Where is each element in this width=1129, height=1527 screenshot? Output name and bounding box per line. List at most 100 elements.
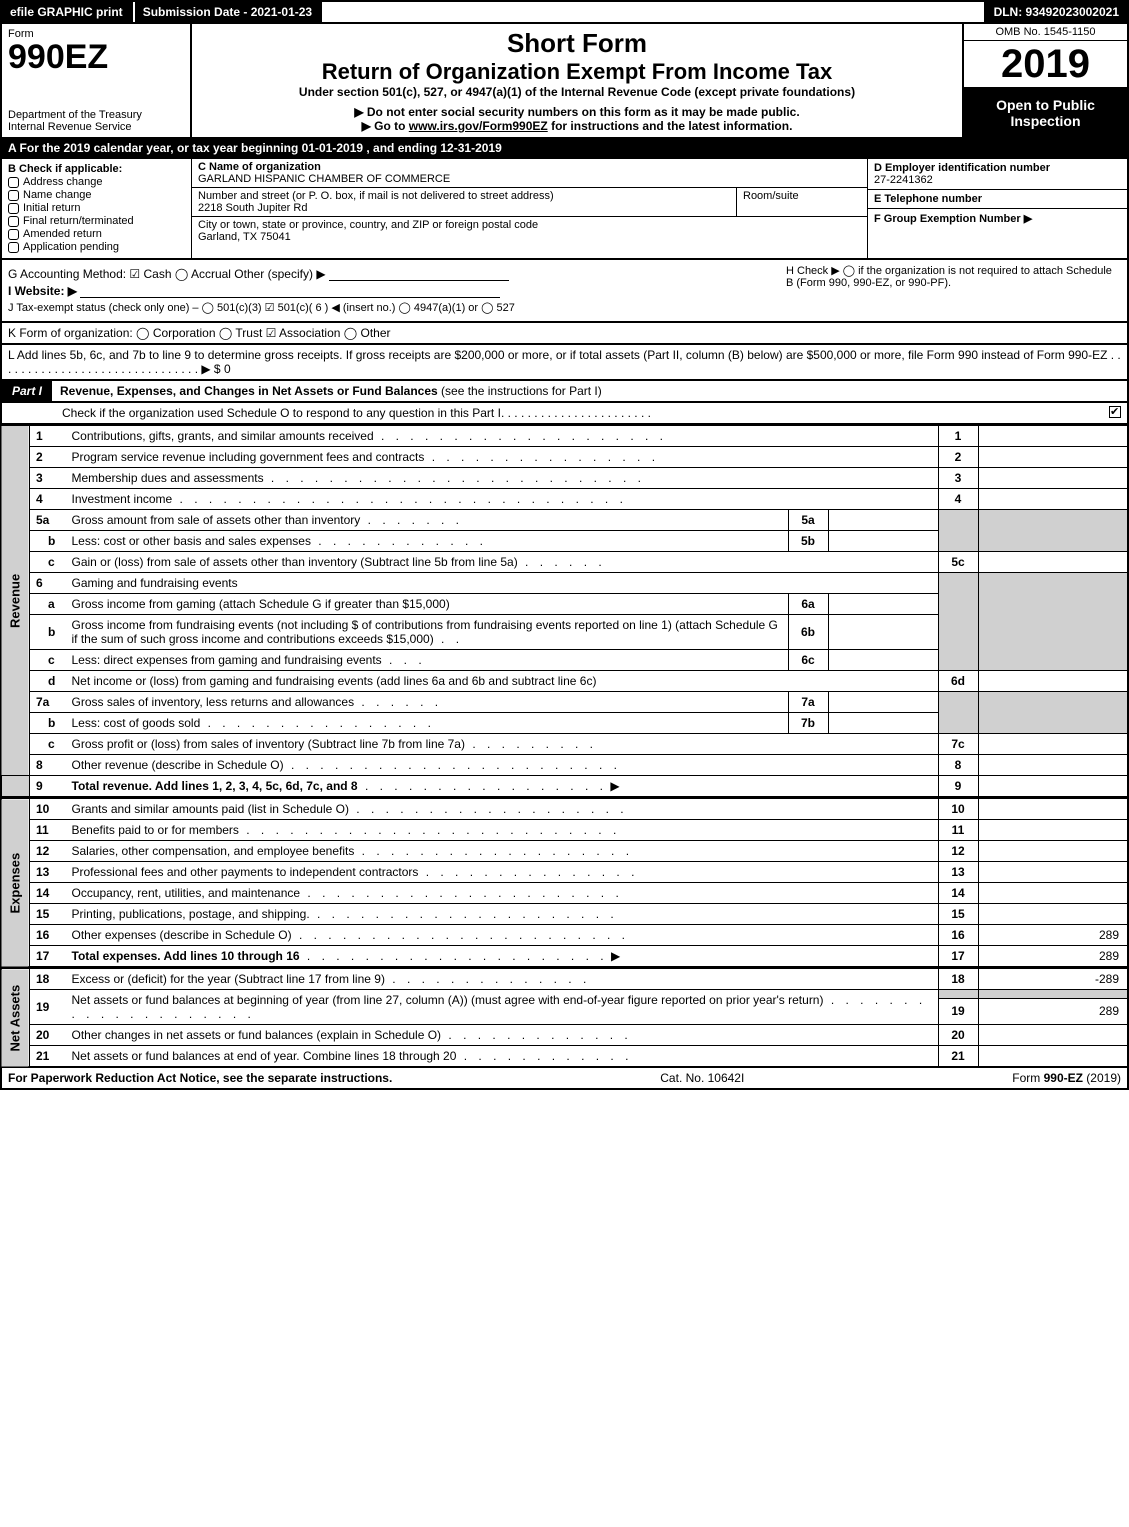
ln-desc: Gross income from fundraising events (no… <box>66 615 789 650</box>
table-row: Expenses 10 Grants and similar amounts p… <box>1 799 1128 820</box>
r-val[interactable] <box>978 862 1128 883</box>
ln-no: 19 <box>30 990 66 1025</box>
row-j-tax-exempt: J Tax-exempt status (check only one) – ◯… <box>8 301 1121 314</box>
grey-cell <box>938 510 978 552</box>
ln-text: Less: cost of goods sold <box>72 716 201 730</box>
r-val[interactable] <box>978 447 1128 468</box>
r-no: 7c <box>938 734 978 755</box>
mini-val[interactable] <box>828 692 938 713</box>
ln-no: c <box>30 734 66 755</box>
check-o-checkbox[interactable] <box>1109 406 1121 418</box>
ln-desc: Less: direct expenses from gaming and fu… <box>66 650 789 671</box>
r-no: 10 <box>938 799 978 820</box>
ein-block: D Employer identification number 27-2241… <box>868 159 1127 190</box>
ln-no: 21 <box>30 1046 66 1068</box>
org-name-value: GARLAND HISPANIC CHAMBER OF COMMERCE <box>198 173 450 185</box>
r-val[interactable]: 289 <box>978 998 1128 1024</box>
ln-desc: Net assets or fund balances at beginning… <box>66 990 939 1025</box>
table-row: 9 Total revenue. Add lines 1, 2, 3, 4, 5… <box>1 776 1128 798</box>
grey-cell <box>978 510 1128 552</box>
omb-number: OMB No. 1545-1150 <box>964 24 1127 41</box>
bubble-icon <box>8 229 19 240</box>
r-val[interactable]: -289 <box>978 969 1128 990</box>
mini-val[interactable] <box>828 713 938 734</box>
r-val[interactable] <box>978 468 1128 489</box>
ln-desc: Professional fees and other payments to … <box>66 862 939 883</box>
chk-application-pending[interactable]: Application pending <box>8 241 185 253</box>
r-val[interactable]: 289 <box>978 925 1128 946</box>
r-val[interactable] <box>978 1046 1128 1068</box>
table-row: 13 Professional fees and other payments … <box>1 862 1128 883</box>
r-val[interactable] <box>978 552 1128 573</box>
r-val[interactable] <box>978 904 1128 925</box>
table-row: 17 Total expenses. Add lines 10 through … <box>1 946 1128 968</box>
city-value: Garland, TX 75041 <box>198 231 291 243</box>
street-value: 2218 South Jupiter Rd <box>198 202 307 214</box>
ln-no: 5a <box>30 510 66 531</box>
revenue-table: Revenue 1 Contributions, gifts, grants, … <box>0 425 1129 798</box>
group-exemption-label: F Group Exemption Number ▶ <box>874 213 1032 225</box>
col-c-name-address: C Name of organization GARLAND HISPANIC … <box>192 159 867 258</box>
group-exemption-block: F Group Exemption Number ▶ <box>868 209 1127 258</box>
form-number: 990EZ <box>8 40 184 74</box>
table-row: 19 Net assets or fund balances at beginn… <box>1 990 1128 999</box>
ln-text: Net assets or fund balances at end of ye… <box>72 1049 457 1063</box>
ln-desc: Investment income . . . . . . . . . . . … <box>66 489 939 510</box>
table-row: 4 Investment income . . . . . . . . . . … <box>1 489 1128 510</box>
meta-block: H Check ▶ ◯ if the organization is not r… <box>0 260 1129 323</box>
ln-no: b <box>30 615 66 650</box>
phone-block: E Telephone number <box>868 190 1127 209</box>
r-val[interactable] <box>978 820 1128 841</box>
form-no-footer: Form 990-EZ (2019) <box>1012 1071 1121 1085</box>
table-row: 15 Printing, publications, postage, and … <box>1 904 1128 925</box>
r-val[interactable] <box>978 799 1128 820</box>
ln-desc: Total revenue. Add lines 1, 2, 3, 4, 5c,… <box>66 776 939 798</box>
table-row: 21 Net assets or fund balances at end of… <box>1 1046 1128 1068</box>
r-val[interactable] <box>978 755 1128 776</box>
table-row: c Gain or (loss) from sale of assets oth… <box>1 552 1128 573</box>
ln-no: 6 <box>30 573 66 594</box>
r-val[interactable]: 289 <box>978 946 1128 968</box>
row-l-gross-receipts: L Add lines 5b, 6c, and 7b to line 9 to … <box>0 345 1129 381</box>
website-blank[interactable] <box>80 286 500 298</box>
efile-print-button[interactable]: efile GRAPHIC print <box>2 2 133 22</box>
mini-val[interactable] <box>828 650 938 671</box>
mini-val[interactable] <box>828 531 938 552</box>
chk-name-change[interactable]: Name change <box>8 189 185 201</box>
r-val[interactable] <box>978 734 1128 755</box>
r-val[interactable] <box>978 489 1128 510</box>
page-footer: For Paperwork Reduction Act Notice, see … <box>0 1068 1129 1090</box>
phone-label: E Telephone number <box>874 193 982 205</box>
chk-amended-return[interactable]: Amended return <box>8 228 185 240</box>
table-row: 11 Benefits paid to or for members . . .… <box>1 820 1128 841</box>
r-val[interactable] <box>978 841 1128 862</box>
r-no: 12 <box>938 841 978 862</box>
goto-link[interactable]: www.irs.gov/Form990EZ <box>409 119 548 133</box>
chk-label: Application pending <box>23 241 119 253</box>
short-form-title: Short Form <box>200 28 954 59</box>
mini-val[interactable] <box>828 510 938 531</box>
mini-val[interactable] <box>828 615 938 650</box>
r-val[interactable] <box>978 883 1128 904</box>
chk-final-return[interactable]: Final return/terminated <box>8 215 185 227</box>
row-h-schedule-b: H Check ▶ ◯ if the organization is not r… <box>786 264 1121 289</box>
mini-val[interactable] <box>828 594 938 615</box>
part1-note: (see the instructions for Part I) <box>441 384 602 398</box>
r-val[interactable] <box>978 1025 1128 1046</box>
chk-address-change[interactable]: Address change <box>8 176 185 188</box>
ein-value: 27-2241362 <box>874 174 933 186</box>
submission-date-label: Submission Date - 2021-01-23 <box>133 2 322 22</box>
r-val[interactable] <box>978 776 1128 798</box>
table-row: 20 Other changes in net assets or fund b… <box>1 1025 1128 1046</box>
ln-text: Salaries, other compensation, and employ… <box>72 844 355 858</box>
ln-no: 13 <box>30 862 66 883</box>
revenue-side-label: Revenue <box>1 426 30 776</box>
ln-no: 3 <box>30 468 66 489</box>
r-val[interactable] <box>978 671 1128 692</box>
r-no: 3 <box>938 468 978 489</box>
ln-text: Less: cost or other basis and sales expe… <box>72 534 311 548</box>
r-val[interactable] <box>978 426 1128 447</box>
r-no: 11 <box>938 820 978 841</box>
chk-initial-return[interactable]: Initial return <box>8 202 185 214</box>
other-specify-blank[interactable] <box>329 269 509 281</box>
